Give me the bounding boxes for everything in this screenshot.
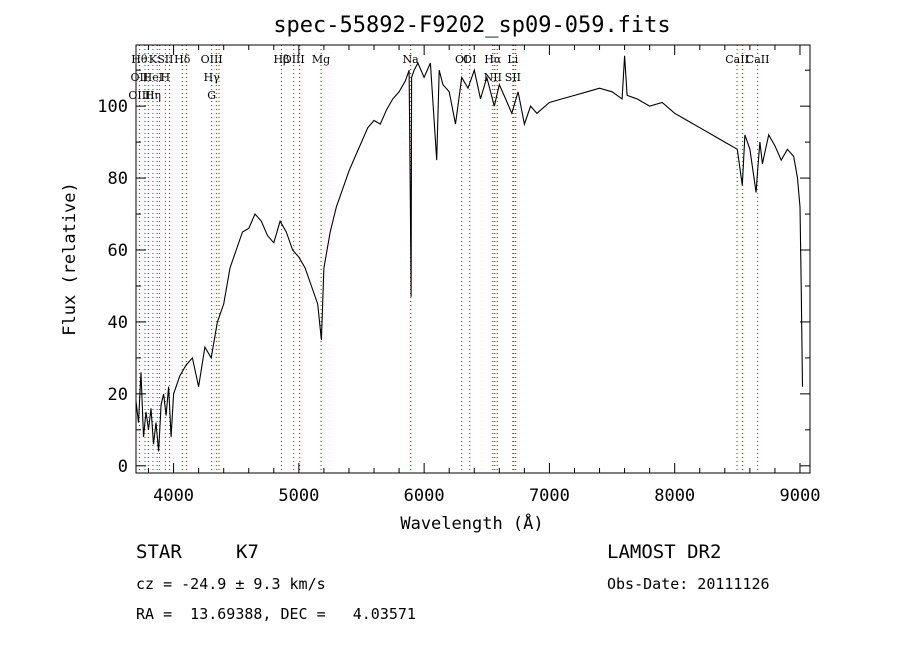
spectrum-line bbox=[135, 55, 804, 452]
line-label-4-2: G bbox=[207, 89, 216, 102]
chart-title: spec-55892-F9202_sp09-059.fits bbox=[273, 13, 670, 38]
line-label-1-0: K bbox=[149, 53, 158, 66]
line-label-1-1: HeI bbox=[143, 71, 163, 84]
line-label-2-1: H bbox=[161, 71, 171, 84]
line-label-10-0: OI bbox=[463, 53, 476, 66]
line-label-2-0: SII bbox=[157, 53, 173, 66]
object-subclass: K7 bbox=[236, 541, 259, 563]
x-tick-label: 7000 bbox=[529, 486, 570, 506]
y-tick-label: 0 bbox=[118, 457, 128, 477]
x-axis: 4000 5000 6000 7000 8000 9000 bbox=[148, 45, 821, 506]
line-label-0-1: OII bbox=[131, 71, 149, 84]
x-tick-label: 6000 bbox=[404, 486, 445, 506]
redshift-velocity: cz = -24.9 ± 9.3 km/s bbox=[136, 575, 326, 593]
line-label-4-1: Hγ bbox=[204, 71, 221, 84]
line-label-0-0: Hθ bbox=[131, 53, 148, 66]
x-tick-label: 5000 bbox=[278, 486, 319, 506]
x-tick-label: 4000 bbox=[153, 486, 194, 506]
object-class: STAR bbox=[136, 541, 182, 563]
line-label-13-0: CaII bbox=[725, 53, 749, 66]
y-tick-label: 100 bbox=[97, 97, 128, 117]
line-label-6-0: OIII bbox=[283, 53, 305, 66]
y-tick-label: 60 bbox=[108, 241, 128, 261]
line-label-7-0: Mg bbox=[312, 53, 330, 66]
line-label-3-0: Hδ bbox=[174, 53, 191, 66]
line-label-5-0: Hβ bbox=[273, 53, 289, 66]
survey-name: LAMOST DR2 bbox=[607, 541, 722, 563]
line-label-0-2: OIII bbox=[128, 89, 150, 102]
line-label-12-1: SII bbox=[505, 71, 521, 84]
line-label-14-0: CaII bbox=[746, 53, 770, 66]
x-axis-label: Wavelength (Å) bbox=[400, 512, 543, 534]
x-tick-label: 8000 bbox=[654, 486, 695, 506]
line-label-9-0: OI bbox=[455, 53, 468, 66]
line-label-1-2: Hη bbox=[145, 89, 161, 102]
plot-frame bbox=[135, 44, 811, 474]
line-label-12-0: Li bbox=[507, 53, 518, 66]
line-label-8-0: Na bbox=[403, 53, 420, 66]
y-axis: 0 20 40 60 80 100 bbox=[97, 69, 810, 477]
y-tick-label: 40 bbox=[108, 313, 128, 333]
line-label-4-0: OIII bbox=[201, 53, 223, 66]
y-tick-label: 80 bbox=[108, 169, 128, 189]
observation-date: Obs-Date: 20111126 bbox=[607, 575, 770, 593]
line-label-11-0: Hα bbox=[484, 53, 502, 66]
y-axis-label: Flux (relative) bbox=[60, 182, 80, 336]
coordinates: RA = 13.69388, DEC = 4.03571 bbox=[136, 605, 416, 623]
y-tick-label: 20 bbox=[108, 385, 128, 405]
x-tick-label: 9000 bbox=[780, 486, 821, 506]
